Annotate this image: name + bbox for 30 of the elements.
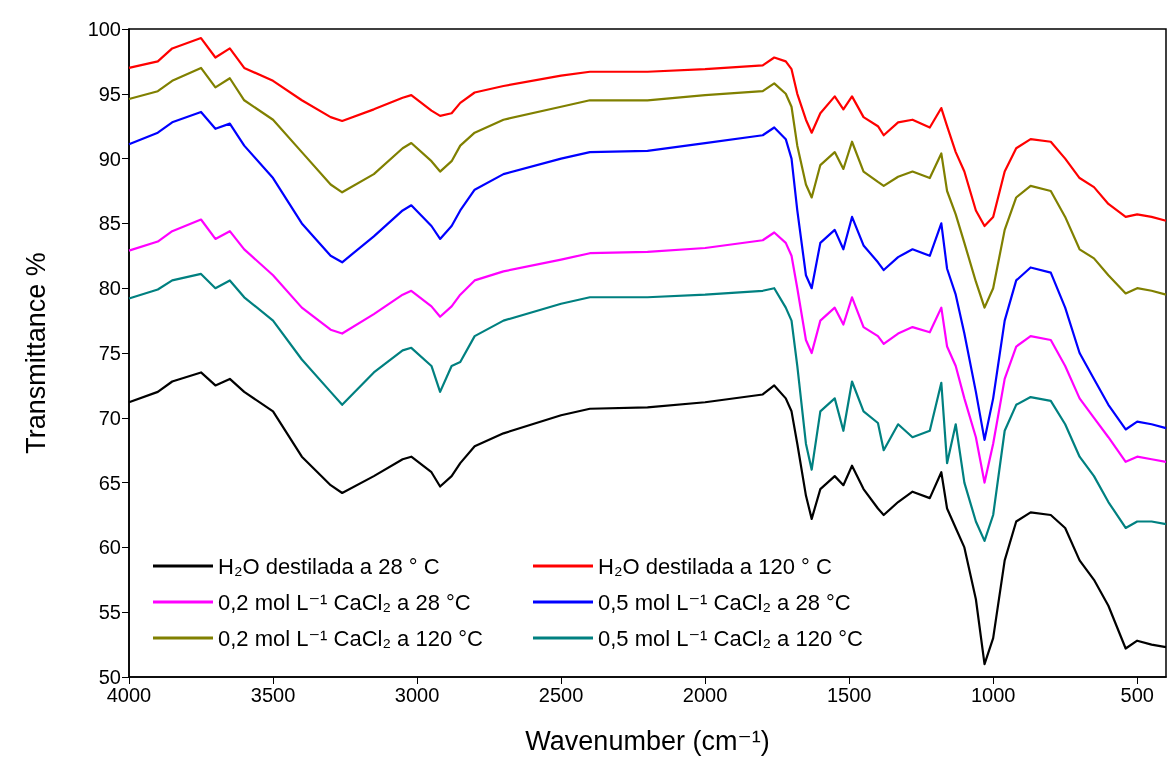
legend-label: 0,5 mol L⁻¹ CaCl₂ a 120 °C <box>598 625 864 651</box>
x-tick-label: 2500 <box>538 684 584 706</box>
x-tick-label: 500 <box>1120 684 1154 706</box>
y-tick-label: 95 <box>98 82 121 105</box>
y-axis-title: Transmittance % <box>20 252 51 454</box>
line-series <box>127 272 1167 543</box>
legend-label: 0,2 mol L⁻¹ CaCl₂ a 120 °C <box>218 625 484 651</box>
line-series <box>127 110 1167 441</box>
y-tick-label: 75 <box>98 342 121 364</box>
x-tick-label: 1000 <box>970 684 1016 706</box>
line-series <box>127 66 1167 309</box>
line-series <box>127 218 1167 484</box>
x-axis-title: Wavenumber (cm⁻¹) <box>525 725 770 756</box>
x-tick-label: 1500 <box>826 684 872 706</box>
y-tick-label: 100 <box>87 18 121 40</box>
legend-label: 0,5 mol L⁻¹ CaCl₂ a 28 °C <box>598 589 851 615</box>
y-tick-label: 80 <box>98 277 121 300</box>
y-tick-label: 60 <box>98 536 121 559</box>
x-tick-label: 3000 <box>394 684 440 706</box>
x-tick-label: 2000 <box>682 684 728 706</box>
y-tick-label: 90 <box>98 147 121 170</box>
line-series <box>127 36 1167 228</box>
legend-label: 0,2 mol L⁻¹ CaCl₂ a 28 °C <box>218 589 471 615</box>
y-tick-label: 85 <box>98 212 121 235</box>
y-tick-label: 65 <box>98 471 121 494</box>
y-tick-label: 55 <box>98 601 121 624</box>
x-tick-label: 3500 <box>250 684 296 706</box>
y-tick-label: 70 <box>98 406 121 429</box>
legend-label: H₂O destilada a 28 ° C <box>218 553 440 579</box>
legend-label: H₂O destilada a 120 ° C <box>598 553 832 579</box>
